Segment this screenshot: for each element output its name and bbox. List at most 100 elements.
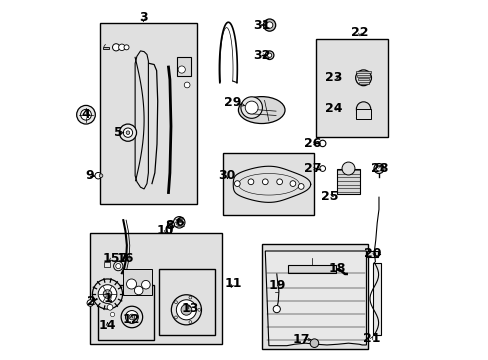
- Text: 29: 29: [224, 96, 241, 109]
- Circle shape: [341, 162, 354, 175]
- Text: 28: 28: [370, 162, 388, 175]
- Bar: [372, 263, 381, 335]
- Bar: [107, 291, 112, 299]
- Ellipse shape: [238, 96, 285, 123]
- Circle shape: [319, 166, 325, 171]
- Text: 5: 5: [114, 126, 122, 139]
- Circle shape: [129, 314, 135, 320]
- Text: 9: 9: [85, 169, 94, 182]
- Circle shape: [273, 306, 280, 313]
- Bar: [287, 265, 335, 273]
- Circle shape: [134, 286, 142, 295]
- Circle shape: [176, 300, 196, 320]
- Circle shape: [142, 280, 150, 289]
- Circle shape: [241, 97, 262, 118]
- Text: 26: 26: [304, 137, 321, 150]
- Text: 7: 7: [118, 252, 127, 265]
- Circle shape: [181, 305, 191, 315]
- Circle shape: [81, 109, 91, 120]
- Text: 15: 15: [102, 252, 120, 265]
- Circle shape: [103, 290, 112, 298]
- Circle shape: [119, 124, 136, 141]
- Bar: [356, 71, 370, 73]
- Circle shape: [276, 179, 282, 185]
- Circle shape: [87, 300, 93, 306]
- Circle shape: [178, 66, 185, 73]
- Bar: [159, 269, 215, 335]
- Bar: [123, 269, 152, 295]
- Circle shape: [112, 44, 120, 51]
- Circle shape: [267, 53, 271, 57]
- Circle shape: [92, 279, 122, 309]
- Circle shape: [125, 311, 138, 323]
- Circle shape: [113, 261, 122, 271]
- Text: 8: 8: [164, 219, 173, 233]
- Circle shape: [99, 174, 102, 177]
- Bar: [356, 109, 370, 119]
- Text: 16: 16: [117, 252, 134, 265]
- Circle shape: [319, 140, 325, 147]
- Polygon shape: [265, 251, 366, 346]
- Circle shape: [247, 179, 253, 185]
- Circle shape: [173, 217, 184, 228]
- Circle shape: [265, 51, 273, 59]
- Bar: [336, 168, 360, 194]
- Text: 23: 23: [324, 71, 342, 84]
- Bar: [261, 244, 367, 349]
- Circle shape: [263, 19, 275, 31]
- Text: 10: 10: [157, 224, 174, 237]
- Circle shape: [77, 105, 95, 124]
- Text: 22: 22: [350, 26, 368, 39]
- Circle shape: [266, 22, 272, 28]
- Circle shape: [184, 82, 190, 88]
- Circle shape: [289, 181, 295, 186]
- Text: 13: 13: [181, 302, 198, 315]
- Text: 17: 17: [292, 333, 309, 346]
- Bar: [89, 233, 222, 344]
- Text: 6: 6: [175, 216, 183, 229]
- Bar: [102, 46, 108, 49]
- Circle shape: [244, 101, 258, 114]
- Text: 32: 32: [252, 49, 270, 62]
- Circle shape: [124, 45, 129, 50]
- Text: 1: 1: [103, 292, 112, 305]
- Text: 14: 14: [99, 319, 116, 332]
- Circle shape: [121, 306, 142, 328]
- Text: 2: 2: [86, 295, 95, 308]
- Text: 20: 20: [364, 247, 381, 260]
- Circle shape: [119, 44, 125, 50]
- Bar: [316, 40, 387, 137]
- Text: 21: 21: [362, 332, 380, 345]
- Bar: [100, 23, 197, 204]
- Circle shape: [171, 295, 201, 325]
- Circle shape: [262, 179, 267, 185]
- Circle shape: [174, 301, 177, 304]
- Text: 24: 24: [324, 103, 342, 116]
- Bar: [358, 82, 368, 84]
- Bar: [104, 262, 110, 267]
- Circle shape: [123, 128, 132, 137]
- Bar: [357, 78, 368, 80]
- Circle shape: [376, 166, 381, 171]
- Circle shape: [188, 321, 191, 324]
- Circle shape: [355, 70, 371, 86]
- Text: 18: 18: [327, 262, 345, 275]
- Circle shape: [110, 312, 115, 317]
- Circle shape: [176, 219, 182, 226]
- Text: 31: 31: [252, 19, 270, 32]
- Circle shape: [373, 163, 383, 174]
- Text: 19: 19: [267, 279, 285, 292]
- Circle shape: [309, 339, 318, 347]
- Text: 30: 30: [218, 169, 236, 182]
- Bar: [177, 57, 191, 76]
- Text: 3: 3: [139, 12, 147, 24]
- Circle shape: [234, 181, 240, 186]
- Bar: [98, 285, 154, 339]
- Circle shape: [356, 102, 370, 116]
- Text: 25: 25: [321, 190, 338, 203]
- Bar: [223, 153, 314, 215]
- Circle shape: [174, 316, 177, 319]
- Bar: [356, 75, 369, 77]
- Text: 11: 11: [224, 278, 241, 291]
- Bar: [366, 251, 377, 257]
